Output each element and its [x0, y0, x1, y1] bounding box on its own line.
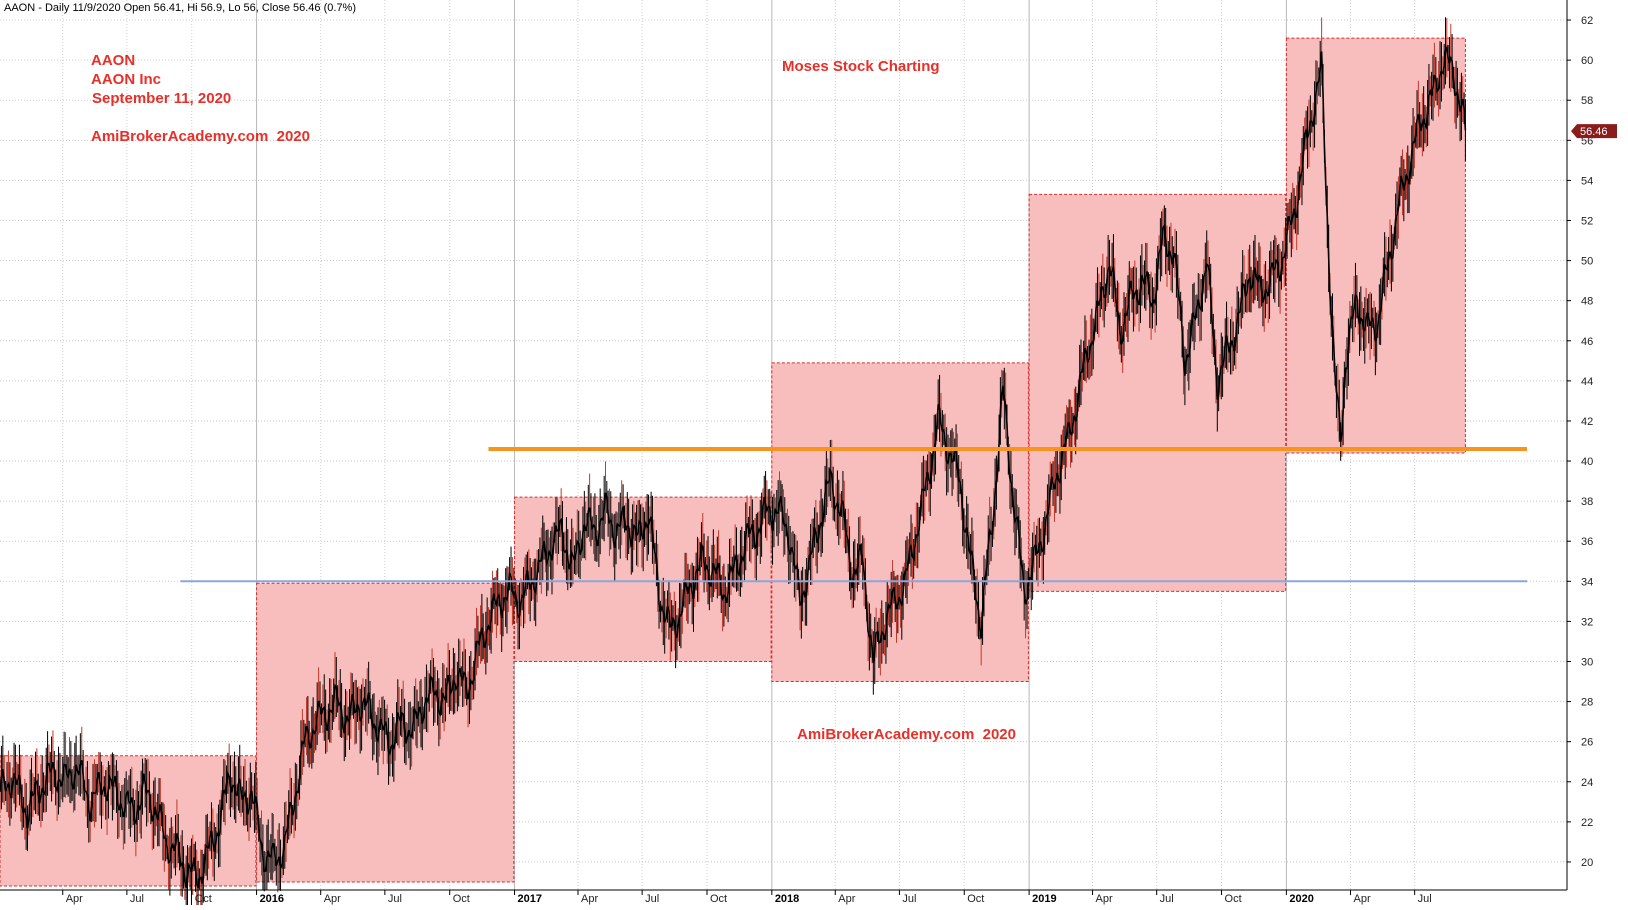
annotation-site-top: AmiBrokerAcademy.com 2020: [91, 128, 310, 145]
y-axis-ticks: 20 22 24 26 28 30 32 34 36 38 40 42 44 46 48 50 52 54 56 58…: [1567, 15, 1593, 869]
annotation-site-bottom: AmiBrokerAcademy.com 2020: [797, 726, 1016, 743]
chart-header: AAON - Daily 11/9/2020 Open 56.41, Hi 56…: [4, 2, 356, 14]
y-tick-label: 38: [1581, 496, 1593, 508]
y-tick-label: 44: [1581, 376, 1593, 388]
last-price-tag: 56.46: [1571, 124, 1617, 139]
y-tick-label: 36: [1581, 536, 1593, 548]
y-tick-label: 28: [1581, 697, 1593, 709]
y-tick-label: 42: [1581, 416, 1593, 428]
x-tick-label: 2017: [518, 893, 542, 905]
x-tick-label: Jul: [1160, 893, 1174, 905]
yearly-range-boxes: [0, 37, 1466, 887]
x-tick-label: Oct: [710, 893, 727, 905]
y-tick-label: 24: [1581, 777, 1593, 789]
x-tick-label: Oct: [195, 893, 212, 905]
y-tick-label: 62: [1581, 15, 1593, 27]
y-tick-label: 48: [1581, 296, 1593, 308]
reference-lines: [180, 447, 1527, 583]
x-tick-label: 2018: [775, 893, 799, 905]
x-tick-label: Apr: [1354, 893, 1371, 905]
price-series-line: [0, 44, 1467, 889]
x-tick-label: Jul: [1418, 893, 1432, 905]
x-axis-ticks: Apr Jul Oct 2016 Apr Jul Oct 2017 Apr Jul Oct 2018 A…: [62, 890, 1432, 905]
y-tick-label: 30: [1581, 656, 1593, 668]
x-tick-label: 2020: [1289, 893, 1313, 905]
last-price-label: 56.46: [1580, 126, 1608, 138]
x-tick-label: 2019: [1032, 893, 1056, 905]
y-tick-label: 52: [1581, 215, 1593, 227]
range-box-2016: [256, 582, 515, 883]
annotation-date: September 11, 2020: [92, 90, 231, 107]
y-tick-label: 26: [1581, 737, 1593, 749]
y-tick-label: 34: [1581, 576, 1593, 588]
x-tick-label: Apr: [838, 893, 855, 905]
x-tick-label: 2016: [260, 893, 284, 905]
x-tick-label: Apr: [324, 893, 341, 905]
annotation-company: AAON Inc: [91, 71, 161, 88]
y-tick-label: 60: [1581, 55, 1593, 67]
y-tick-label: 32: [1581, 616, 1593, 628]
y-tick-label: 46: [1581, 336, 1593, 348]
y-tick-label: 54: [1581, 175, 1593, 187]
y-tick-label: 56: [1581, 135, 1593, 147]
price-candles: [0, 17, 1467, 910]
annotation-symbol: AAON: [91, 52, 135, 69]
x-tick-label: Jul: [130, 893, 144, 905]
x-tick-label: Jul: [902, 893, 916, 905]
y-tick-label: 20: [1581, 857, 1593, 869]
y-tick-label: 22: [1581, 817, 1593, 829]
x-tick-label: Apr: [66, 893, 83, 905]
annotation-brand: Moses Stock Charting: [782, 58, 940, 75]
x-tick-label: Jul: [388, 893, 402, 905]
y-tick-label: 58: [1581, 95, 1593, 107]
x-tick-label: Oct: [453, 893, 470, 905]
x-tick-label: Oct: [967, 893, 984, 905]
x-tick-label: Oct: [1225, 893, 1242, 905]
y-tick-label: 50: [1581, 256, 1593, 268]
x-tick-label: Apr: [1096, 893, 1113, 905]
x-tick-label: Jul: [645, 893, 659, 905]
y-tick-label: 40: [1581, 456, 1593, 468]
x-tick-label: Apr: [581, 893, 598, 905]
